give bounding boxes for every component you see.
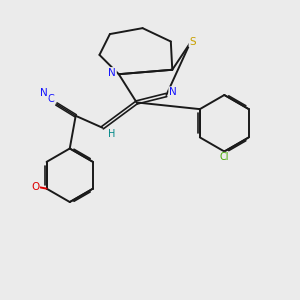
Text: N: N: [169, 87, 177, 97]
Text: C: C: [48, 94, 54, 103]
Text: N: N: [108, 68, 116, 78]
Text: Cl: Cl: [220, 152, 229, 162]
Text: N: N: [40, 88, 48, 98]
Text: H: H: [108, 129, 115, 139]
Text: S: S: [189, 37, 196, 46]
Text: O: O: [31, 182, 39, 192]
